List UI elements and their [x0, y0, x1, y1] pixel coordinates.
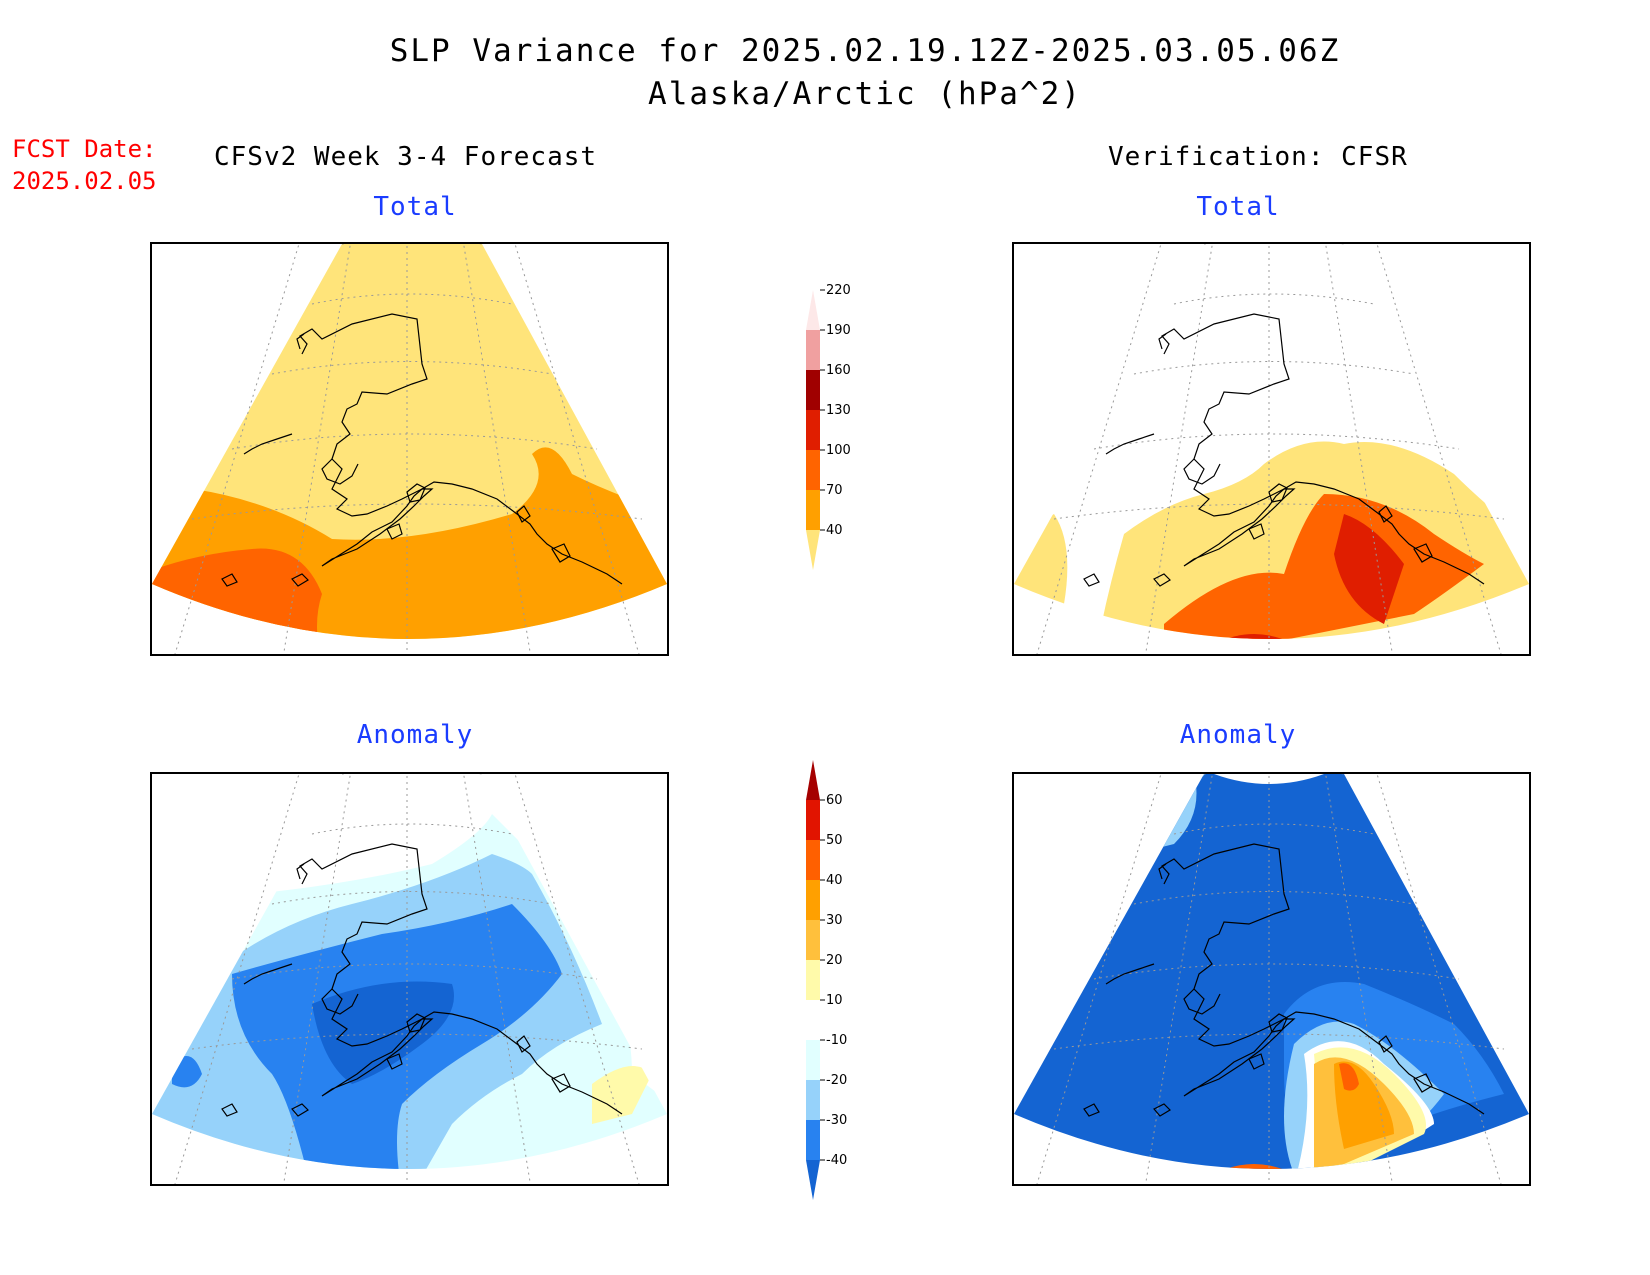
total-colorbar-segment: [806, 290, 820, 330]
anomaly-colorbar-label: 30: [826, 913, 843, 928]
anomaly-colorbar-segment: [806, 840, 820, 880]
total-colorbar-segment: [806, 330, 820, 370]
total-colorbar-segment: [806, 450, 820, 490]
verification-anomaly-title: Anomaly: [1179, 720, 1297, 750]
anomaly-colorbar-label: 10: [826, 993, 843, 1008]
total-colorbar-label: 70: [826, 483, 843, 498]
anomaly-colorbar-segment: [806, 1000, 820, 1040]
forecast-anomaly-map: [150, 772, 669, 1186]
total-colorbar-label: 40: [826, 523, 843, 538]
anomaly-colorbar-segment: [806, 920, 820, 960]
anomaly-colorbar-label: 40: [826, 873, 843, 888]
anomaly-colorbar-segment: [806, 1120, 820, 1160]
total-colorbar: 40 70 100 130 160 190 220: [800, 282, 870, 612]
forecast-anomaly-title: Anomaly: [356, 720, 474, 750]
total-colorbar-label: 100: [826, 443, 851, 458]
anomaly-colorbar-label: 60: [826, 793, 843, 808]
anomaly-colorbar-segment: [806, 880, 820, 920]
anomaly-colorbar-label: -10: [826, 1033, 847, 1048]
verification-total-title: Total: [1196, 192, 1280, 222]
anomaly-colorbar-label: -30: [826, 1113, 847, 1128]
total-colorbar-label: 130: [826, 403, 851, 418]
total-colorbar-label: 190: [826, 323, 851, 338]
fcst-date-label: FCST Date:: [12, 135, 157, 163]
anomaly-colorbar-segment: [806, 1160, 820, 1200]
anomaly-colorbar-segment: [806, 1040, 820, 1080]
fcst-date-value: 2025.02.05: [12, 167, 157, 195]
total-colorbar-segment: [806, 370, 820, 410]
anomaly-colorbar-label: 50: [826, 833, 843, 848]
verification-total-map: [1012, 242, 1531, 656]
anomaly-colorbar: -40 -30 -20 -10 10 20 30 40 50 60: [800, 755, 870, 1205]
forecast-column-heading: CFSv2 Week 3-4 Forecast: [214, 142, 598, 172]
total-colorbar-segment: [806, 410, 820, 450]
anomaly-colorbar-segment: [806, 760, 820, 800]
main-title: SLP Variance for 2025.02.19.12Z-2025.03.…: [389, 33, 1341, 69]
anomaly-colorbar-segment: [806, 1080, 820, 1120]
anomaly-colorbar-label: -40: [826, 1153, 847, 1168]
total-colorbar-label: 220: [826, 283, 851, 298]
anomaly-colorbar-label: 20: [826, 953, 843, 968]
forecast-total-map: [150, 242, 669, 656]
total-colorbar-segment: [806, 530, 820, 570]
verification-anomaly-map: [1012, 772, 1531, 1186]
total-colorbar-label: 160: [826, 363, 851, 378]
main-subtitle: Alaska/Arctic (hPa^2): [648, 76, 1082, 112]
verification-column-heading: Verification: CFSR: [1108, 142, 1408, 172]
total-colorbar-segment: [806, 490, 820, 530]
forecast-total-title: Total: [373, 192, 457, 222]
anomaly-colorbar-label: -20: [826, 1073, 847, 1088]
anomaly-colorbar-segment: [806, 960, 820, 1000]
anomaly-colorbar-segment: [806, 800, 820, 840]
